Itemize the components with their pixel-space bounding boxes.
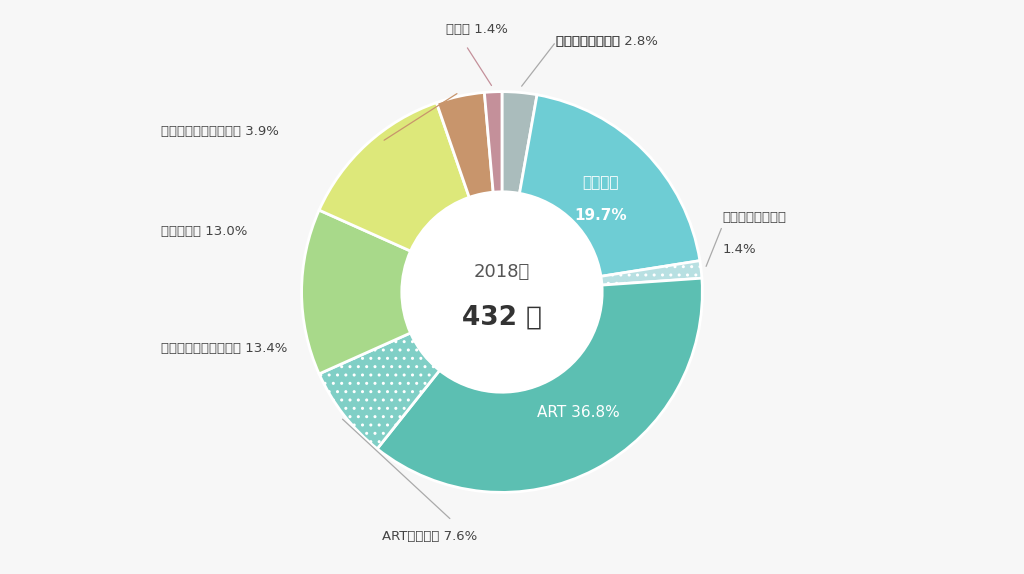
Text: 人工受精: 人工受精 — [583, 176, 618, 191]
Text: 腹腔鏡・開腹手術: 腹腔鏡・開腹手術 — [556, 35, 625, 48]
Text: 子宮鏡 1.4%: 子宮鏡 1.4% — [445, 22, 508, 36]
Text: タイミング 13.0%: タイミング 13.0% — [162, 226, 248, 238]
Wedge shape — [319, 333, 439, 449]
Wedge shape — [377, 278, 702, 492]
Text: ART 36.8%: ART 36.8% — [537, 405, 620, 420]
Wedge shape — [484, 92, 502, 192]
Text: 腹腔鏡・開腹手術 2.8%: 腹腔鏡・開腹手術 2.8% — [556, 35, 658, 48]
Text: 2018年: 2018年 — [474, 263, 530, 281]
Wedge shape — [519, 95, 699, 276]
Wedge shape — [601, 261, 701, 285]
Text: 卵管造影＋タイミング 3.9%: 卵管造影＋タイミング 3.9% — [162, 125, 280, 138]
Wedge shape — [502, 92, 537, 193]
Text: 人工受精＋腹腔鏡: 人工受精＋腹腔鏡 — [722, 211, 786, 224]
Text: 1.4%: 1.4% — [722, 243, 756, 257]
Text: 19.7%: 19.7% — [574, 208, 627, 223]
Wedge shape — [302, 210, 411, 374]
Text: ART＋腹腔鏡 7.6%: ART＋腹腔鏡 7.6% — [382, 530, 477, 543]
Text: 432 人: 432 人 — [462, 305, 542, 331]
Circle shape — [401, 192, 602, 392]
Text: 排卵誘発＋タイミング 13.4%: 排卵誘発＋タイミング 13.4% — [162, 342, 288, 355]
Wedge shape — [436, 92, 494, 197]
Wedge shape — [319, 103, 469, 251]
